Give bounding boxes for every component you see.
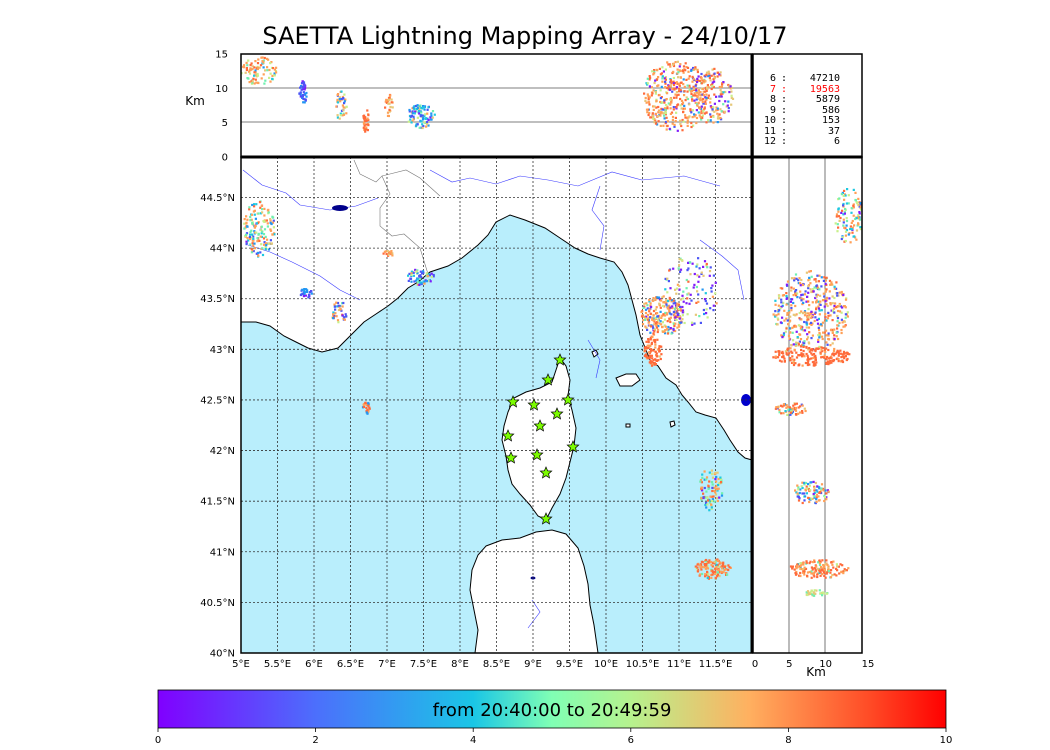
station-count-row: 11:37 — [763, 125, 840, 137]
lat-tick-label: 40.5°N — [200, 598, 235, 609]
lat-tick-label: 41°N — [210, 547, 235, 558]
lon-tick-label: 11.5°E — [699, 659, 733, 670]
side-tick-labels: 0 5 10 15 — [752, 659, 875, 670]
altitude-tick-label: 15 — [215, 50, 228, 61]
colorbar-tick-label: 0 — [155, 735, 161, 746]
station-marker — [506, 395, 520, 408]
colorbar-tick-label: 10 — [940, 735, 953, 746]
lat-tick-label: 42°N — [210, 446, 235, 457]
colorbar-tick-label: 8 — [785, 735, 791, 746]
lon-tick-label: 7°E — [378, 659, 396, 670]
station-marker — [550, 407, 564, 420]
lat-tick-label: 42.5°N — [200, 395, 235, 406]
side-tick-label: 0 — [752, 659, 758, 670]
colorbar-tick-label: 6 — [628, 735, 634, 746]
lon-tick-label: 9°E — [524, 659, 542, 670]
lat-tick-label: 43.5°N — [200, 294, 235, 305]
station-marker — [530, 448, 544, 461]
lightning-sources-altitude — [241, 56, 735, 133]
lma-stations — [501, 353, 580, 525]
station-marker — [539, 512, 553, 525]
lon-tick-label: 6.5°E — [337, 659, 364, 670]
altitude-tick-label: 0 — [222, 153, 228, 164]
lon-tick-label: 11°E — [667, 659, 691, 670]
colorbar-ticks: 0 2 4 6 8 10 — [155, 728, 953, 746]
mainland — [241, 157, 752, 461]
station-count-row: 6:47210 — [769, 73, 840, 84]
lon-tick-label: 7.5°E — [410, 659, 437, 670]
lat-tick-label: 40°N — [210, 649, 235, 660]
station-count-row: 7:19563 — [769, 83, 840, 95]
altitude-tick-label: 5 — [222, 118, 228, 129]
station-count-row: 8:5879 — [769, 94, 840, 105]
lon-tick-label: 6°E — [305, 659, 323, 670]
altitude-tick-labels: 15 10 5 0 — [215, 50, 228, 164]
station-marker — [504, 451, 518, 464]
colorbar-tick-label: 2 — [312, 735, 318, 746]
corsica-island — [501, 356, 577, 521]
lon-tick-label: 9.5°E — [556, 659, 583, 670]
lon-tick-labels: 5°E 5.5°E 6°E 6.5°E 7°E 7.5°E 8°E 8.5°E 9°E 9.5°E… — [232, 659, 732, 670]
altitude-lon-panel — [241, 54, 752, 157]
lon-tick-label: 10°E — [594, 659, 618, 670]
rivers — [242, 169, 745, 629]
lon-tick-label: 8.5°E — [483, 659, 510, 670]
islet — [669, 420, 676, 428]
station-count-row: 9:586 — [769, 104, 840, 116]
altitude-lat-panel — [753, 157, 862, 653]
chart-title: SAETTA Lightning Mapping Array - 24/10/1… — [262, 22, 788, 50]
islet — [625, 423, 631, 428]
station-count-table: 6:47210 7:19563 8:5879 9:586 10:153 11:37 12:6 — [756, 73, 860, 148]
lat-tick-label: 41.5°N — [200, 497, 235, 508]
station-marker — [561, 393, 575, 406]
lightning-sources-plan — [243, 200, 732, 580]
colorbar-tick-label: 4 — [470, 735, 476, 746]
lat-tick-label: 44.5°N — [200, 193, 235, 204]
lightning-sources-side — [772, 188, 862, 597]
altitude-tick-label: 10 — [215, 84, 228, 95]
side-tick-label: 10 — [819, 659, 832, 670]
lon-tick-label: 5°E — [232, 659, 250, 670]
station-marker — [533, 419, 547, 432]
station-marker — [553, 353, 567, 366]
lon-tick-label: 10.5°E — [626, 659, 660, 670]
sardinia-island — [469, 529, 599, 653]
station-marker — [566, 440, 580, 453]
altitude-unit-label: Km — [185, 94, 205, 108]
lat-tick-label: 44°N — [210, 244, 235, 255]
station-marker — [541, 373, 555, 386]
lake — [332, 205, 348, 211]
side-unit-label: Km — [806, 665, 826, 679]
map-panel — [241, 157, 752, 653]
station-marker — [527, 398, 541, 411]
lon-tick-label: 5.5°E — [264, 659, 291, 670]
lat-tick-labels: 44.5°N 44°N 43.5°N 43°N 42.5°N 42°N 41.5°N 41°N… — [200, 193, 235, 660]
lat-tick-label: 43°N — [210, 345, 235, 356]
station-marker — [539, 466, 553, 479]
borders — [353, 159, 441, 275]
side-tick-label: 5 — [786, 659, 792, 670]
station-marker — [501, 429, 515, 442]
colorbar — [157, 689, 947, 729]
side-tick-label: 15 — [862, 659, 875, 670]
colorbar-label: from 20:40:00 to 20:49:59 — [432, 700, 672, 721]
station-count-row: 10:153 — [763, 115, 840, 126]
elba-island — [615, 373, 641, 387]
lon-tick-label: 8°E — [451, 659, 469, 670]
station-count-row: 12:6 — [763, 136, 840, 147]
